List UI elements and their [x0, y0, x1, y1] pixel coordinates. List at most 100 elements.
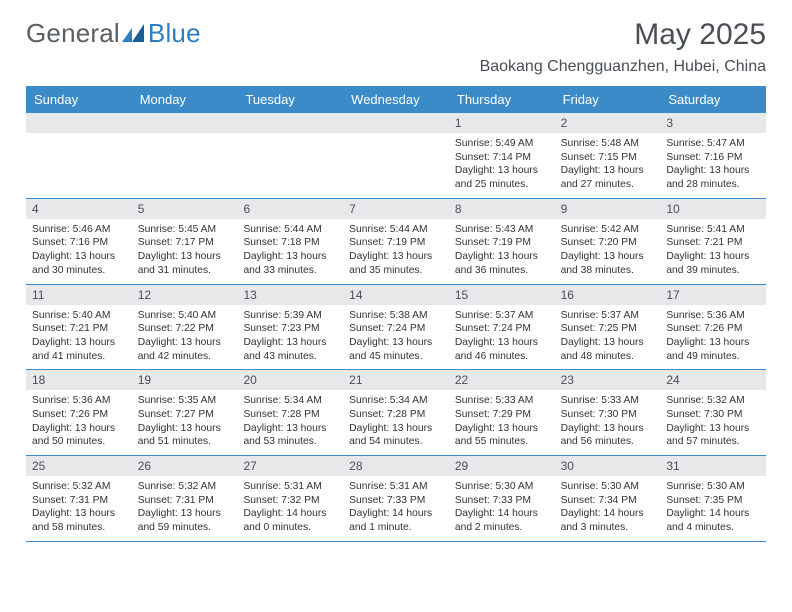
detail-line: and 45 minutes.	[349, 350, 443, 364]
detail-line: Sunrise: 5:34 AM	[349, 394, 443, 408]
detail-line: and 46 minutes.	[455, 350, 549, 364]
calendar-cell: 13Sunrise: 5:39 AMSunset: 7:23 PMDayligh…	[237, 285, 343, 370]
detail-line: and 25 minutes.	[455, 178, 549, 192]
day-details: Sunrise: 5:31 AMSunset: 7:33 PMDaylight:…	[343, 476, 449, 541]
detail-line: and 41 minutes.	[32, 350, 126, 364]
detail-line: and 50 minutes.	[32, 435, 126, 449]
calendar-cell	[343, 113, 449, 198]
calendar-cell: 20Sunrise: 5:34 AMSunset: 7:28 PMDayligh…	[237, 370, 343, 455]
date-number: 10	[660, 199, 766, 219]
detail-line: Daylight: 13 hours	[666, 422, 760, 436]
day-details: Sunrise: 5:49 AMSunset: 7:14 PMDaylight:…	[449, 133, 555, 198]
logo-text-part1: General	[26, 18, 120, 49]
detail-line: Sunrise: 5:32 AM	[666, 394, 760, 408]
detail-line: Sunset: 7:24 PM	[455, 322, 549, 336]
day-details: Sunrise: 5:34 AMSunset: 7:28 PMDaylight:…	[343, 390, 449, 455]
calendar-cell: 5Sunrise: 5:45 AMSunset: 7:17 PMDaylight…	[132, 199, 238, 284]
detail-line: Daylight: 13 hours	[561, 336, 655, 350]
detail-line: Sunset: 7:30 PM	[561, 408, 655, 422]
date-number: 7	[343, 199, 449, 219]
date-number: 31	[660, 456, 766, 476]
detail-line: and 3 minutes.	[561, 521, 655, 535]
date-number: 21	[343, 370, 449, 390]
date-number: 27	[237, 456, 343, 476]
date-number: 22	[449, 370, 555, 390]
detail-line: and 38 minutes.	[561, 264, 655, 278]
calendar-cell: 27Sunrise: 5:31 AMSunset: 7:32 PMDayligh…	[237, 456, 343, 541]
detail-line: Sunrise: 5:33 AM	[455, 394, 549, 408]
detail-line: Sunset: 7:33 PM	[455, 494, 549, 508]
detail-line: Sunset: 7:31 PM	[138, 494, 232, 508]
date-number: 25	[26, 456, 132, 476]
detail-line: Sunset: 7:20 PM	[561, 236, 655, 250]
calendar: Sunday Monday Tuesday Wednesday Thursday…	[26, 86, 766, 542]
detail-line: Sunrise: 5:45 AM	[138, 223, 232, 237]
detail-line: Daylight: 13 hours	[561, 422, 655, 436]
calendar-cell: 30Sunrise: 5:30 AMSunset: 7:34 PMDayligh…	[555, 456, 661, 541]
day-details: Sunrise: 5:44 AMSunset: 7:18 PMDaylight:…	[237, 219, 343, 284]
calendar-row: 11Sunrise: 5:40 AMSunset: 7:21 PMDayligh…	[26, 285, 766, 371]
location-subtitle: Baokang Chengguanzhen, Hubei, China	[480, 58, 766, 76]
day-details: Sunrise: 5:45 AMSunset: 7:17 PMDaylight:…	[132, 219, 238, 284]
detail-line: and 28 minutes.	[666, 178, 760, 192]
date-number: 15	[449, 285, 555, 305]
detail-line: Daylight: 13 hours	[32, 336, 126, 350]
detail-line: Sunrise: 5:44 AM	[243, 223, 337, 237]
detail-line: and 0 minutes.	[243, 521, 337, 535]
date-number: 2	[555, 113, 661, 133]
date-number: 30	[555, 456, 661, 476]
detail-line: Sunrise: 5:39 AM	[243, 309, 337, 323]
calendar-row: 1Sunrise: 5:49 AMSunset: 7:14 PMDaylight…	[26, 113, 766, 199]
detail-line: Daylight: 13 hours	[561, 250, 655, 264]
date-number: 9	[555, 199, 661, 219]
calendar-row: 18Sunrise: 5:36 AMSunset: 7:26 PMDayligh…	[26, 370, 766, 456]
detail-line: Sunrise: 5:42 AM	[561, 223, 655, 237]
day-details: Sunrise: 5:44 AMSunset: 7:19 PMDaylight:…	[343, 219, 449, 284]
detail-line: and 54 minutes.	[349, 435, 443, 449]
detail-line: Sunrise: 5:30 AM	[666, 480, 760, 494]
calendar-cell: 22 Sunrise: 5:33 AMSunset: 7:29 PMDayligh…	[449, 370, 555, 455]
date-number	[132, 113, 238, 133]
dow-saturday: Saturday	[660, 86, 766, 113]
day-details: Sunrise: 5:30 AMSunset: 7:34 PMDaylight:…	[555, 476, 661, 541]
detail-line: and 36 minutes.	[455, 264, 549, 278]
date-number: 8	[449, 199, 555, 219]
detail-line: Sunrise: 5:35 AM	[138, 394, 232, 408]
calendar-cell: 6Sunrise: 5:44 AMSunset: 7:18 PMDaylight…	[237, 199, 343, 284]
detail-line: Sunset: 7:18 PM	[243, 236, 337, 250]
detail-line: Daylight: 13 hours	[349, 422, 443, 436]
detail-line: Daylight: 13 hours	[455, 164, 549, 178]
detail-line: and 30 minutes.	[32, 264, 126, 278]
detail-line: Daylight: 13 hours	[455, 422, 549, 436]
detail-line: Sunset: 7:27 PM	[138, 408, 232, 422]
day-details: Sunrise: 5:30 AMSunset: 7:33 PMDaylight:…	[449, 476, 555, 541]
date-number: 13	[237, 285, 343, 305]
title-block: May 2025 Baokang Chengguanzhen, Hubei, C…	[480, 18, 766, 76]
date-number: 6	[237, 199, 343, 219]
detail-line: Sunrise: 5:32 AM	[138, 480, 232, 494]
detail-line: Sunset: 7:14 PM	[455, 151, 549, 165]
date-number: 14	[343, 285, 449, 305]
detail-line: Sunset: 7:19 PM	[455, 236, 549, 250]
detail-line: Daylight: 13 hours	[32, 507, 126, 521]
calendar-cell: 12Sunrise: 5:40 AMSunset: 7:22 PMDayligh…	[132, 285, 238, 370]
detail-line: Daylight: 13 hours	[561, 164, 655, 178]
detail-line: Sunrise: 5:49 AM	[455, 137, 549, 151]
calendar-cell: 23Sunrise: 5:33 AMSunset: 7:30 PMDayligh…	[555, 370, 661, 455]
detail-line: and 58 minutes.	[32, 521, 126, 535]
detail-line: Sunrise: 5:30 AM	[455, 480, 549, 494]
detail-line: Sunset: 7:21 PM	[666, 236, 760, 250]
detail-line: and 27 minutes.	[561, 178, 655, 192]
day-details: Sunrise: 5:32 AMSunset: 7:31 PMDaylight:…	[26, 476, 132, 541]
date-number: 11	[26, 285, 132, 305]
detail-line: and 2 minutes.	[455, 521, 549, 535]
detail-line: Sunset: 7:26 PM	[666, 322, 760, 336]
detail-line: Sunset: 7:29 PM	[455, 408, 549, 422]
detail-line: Daylight: 13 hours	[138, 250, 232, 264]
detail-line: and 48 minutes.	[561, 350, 655, 364]
detail-line: Sunset: 7:17 PM	[138, 236, 232, 250]
calendar-cell: 19Sunrise: 5:35 AMSunset: 7:27 PMDayligh…	[132, 370, 238, 455]
detail-line: Sunset: 7:28 PM	[349, 408, 443, 422]
logo-text-part2: Blue	[148, 18, 201, 49]
detail-line: and 53 minutes.	[243, 435, 337, 449]
